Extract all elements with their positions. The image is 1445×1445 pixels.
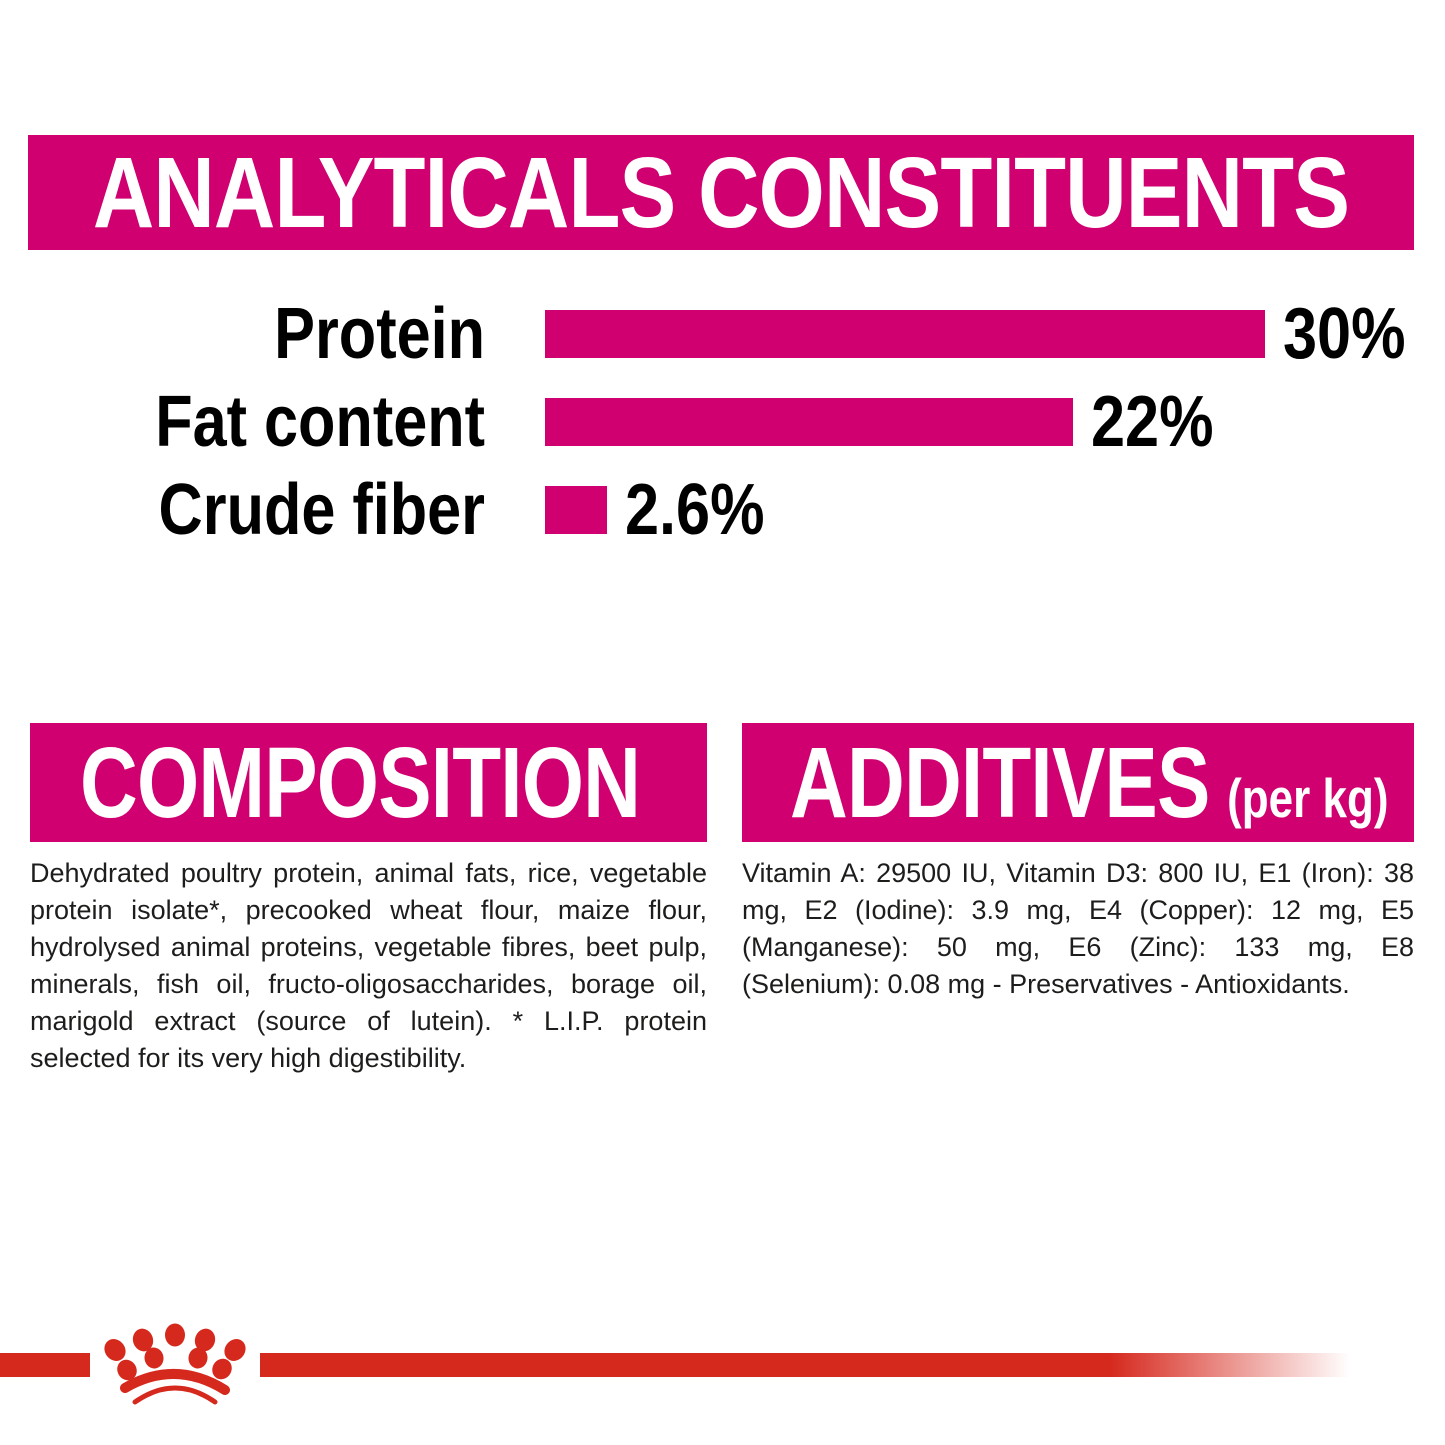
additives-title-group: ADDITIVES (per kg) <box>790 733 1388 833</box>
chart-value-label: 2.6% <box>625 470 765 550</box>
chart-category-label: Protein <box>274 294 485 374</box>
analytical-constituents-chart: Protein 30% Fat content 22% Crude fiber 2.6% <box>0 298 1445 574</box>
additives-subtitle: (per kg) <box>1227 766 1389 829</box>
additives-body: Vitamin A: 29500 IU, Vitamin D3: 800 IU,… <box>742 858 1414 999</box>
chart-category-label: Fat content <box>155 382 485 462</box>
chart-bar <box>545 398 1073 446</box>
chart-value-label: 30% <box>1283 294 1406 374</box>
chart-row: Crude fiber 2.6% <box>0 474 1445 546</box>
chart-row: Fat content 22% <box>0 386 1445 458</box>
additives-header-band: ADDITIVES (per kg) <box>742 723 1414 842</box>
footer-rule-left-segment <box>0 1353 90 1377</box>
analyticals-title: ANALYTICALS CONSTITUENTS <box>92 136 1350 249</box>
footer-rule-right-segment <box>260 1353 1350 1377</box>
chart-bar <box>545 486 608 534</box>
chart-value-label: 22% <box>1091 382 1214 462</box>
composition-title: COMPOSITION <box>80 726 641 839</box>
analyticals-header-band: ANALYTICALS CONSTITUENTS <box>28 135 1414 250</box>
chart-row: Protein 30% <box>0 298 1445 370</box>
chart-bar <box>545 310 1265 358</box>
chart-category-label: Crude fiber <box>158 470 485 550</box>
composition-body: Dehydrated poultry protein, animal fats,… <box>30 858 707 1073</box>
additives-title: ADDITIVES <box>790 726 1210 839</box>
royal-canin-crown-icon <box>104 1323 246 1405</box>
composition-header-band: COMPOSITION <box>30 723 707 842</box>
